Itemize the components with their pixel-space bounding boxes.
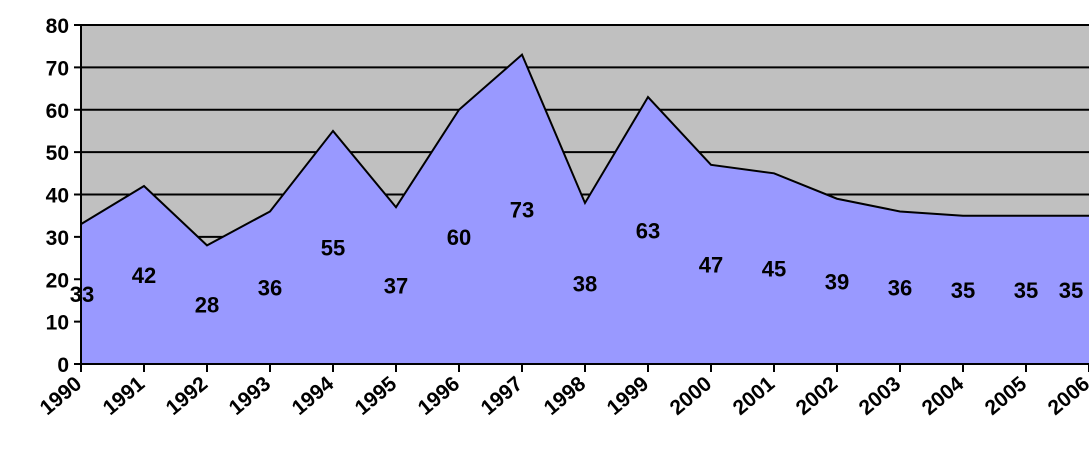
data-label-2005: 35: [1014, 278, 1038, 303]
x-tick-label-1992: 1992: [162, 372, 213, 420]
x-tick-label-1991: 1991: [99, 372, 150, 420]
x-tick-label-1996: 1996: [414, 372, 465, 420]
y-tick-label-40: 40: [46, 185, 69, 208]
data-label-2000: 47: [699, 252, 723, 277]
y-tick-label-70: 70: [46, 57, 69, 80]
data-label-1992: 28: [195, 293, 219, 318]
y-tick-label-0: 0: [57, 354, 69, 377]
data-label-2002: 39: [825, 269, 849, 294]
y-tick-label-20: 20: [46, 269, 69, 292]
y-tick-label-30: 30: [46, 227, 69, 250]
data-label-1995: 37: [384, 274, 408, 299]
x-tick-label-1993: 1993: [225, 372, 276, 420]
area-series-outline: [80, 53, 1089, 247]
data-label-1997: 73: [510, 197, 534, 222]
x-tick-label-1994: 1994: [288, 372, 339, 420]
data-label-2001: 45: [762, 257, 786, 282]
x-tick-label-2000: 2000: [666, 372, 717, 420]
data-labels: 33 42 28 36 55 37 60 73 38 63 47 45 39 36 35 35 35: [70, 197, 1083, 317]
x-tick-label-2003: 2003: [855, 372, 906, 420]
y-axis-tick-labels: 0 10 20 30 40 50 60 70 80: [46, 15, 69, 377]
data-label-1996: 60: [447, 225, 471, 250]
y-tick-label-80: 80: [46, 15, 69, 38]
x-tick-label-2002: 2002: [792, 372, 843, 420]
x-tick-label-2004: 2004: [918, 372, 969, 420]
y-tick-label-60: 60: [46, 100, 69, 123]
x-tick-label-1999: 1999: [603, 372, 654, 420]
data-label-2003: 36: [888, 276, 912, 301]
x-tick-label-1997: 1997: [477, 372, 528, 420]
axes: [74, 24, 1089, 372]
x-tick-label-1998: 1998: [540, 372, 591, 420]
y-tick-label-10: 10: [46, 312, 69, 335]
x-tick-label-2005: 2005: [981, 372, 1032, 420]
y-tick-label-50: 50: [46, 142, 69, 165]
data-label-1991: 42: [132, 263, 156, 288]
x-tick-label-2001: 2001: [729, 372, 780, 420]
data-label-2006: 35: [1059, 278, 1083, 303]
data-label-1998: 38: [573, 271, 597, 296]
data-label-1993: 36: [258, 276, 282, 301]
data-label-1999: 63: [636, 219, 660, 244]
data-label-1994: 55: [321, 235, 345, 260]
x-tick-label-1995: 1995: [351, 372, 402, 420]
x-tick-label-1990: 1990: [36, 372, 87, 420]
data-label-1990: 33: [70, 282, 94, 307]
x-axis-tick-labels: 1990 1991 1992 1993 1994 1995 1996 1997 1998 1999…: [36, 372, 1089, 420]
data-label-2004: 35: [951, 278, 975, 303]
x-tick-label-2006: 2006: [1044, 372, 1089, 420]
